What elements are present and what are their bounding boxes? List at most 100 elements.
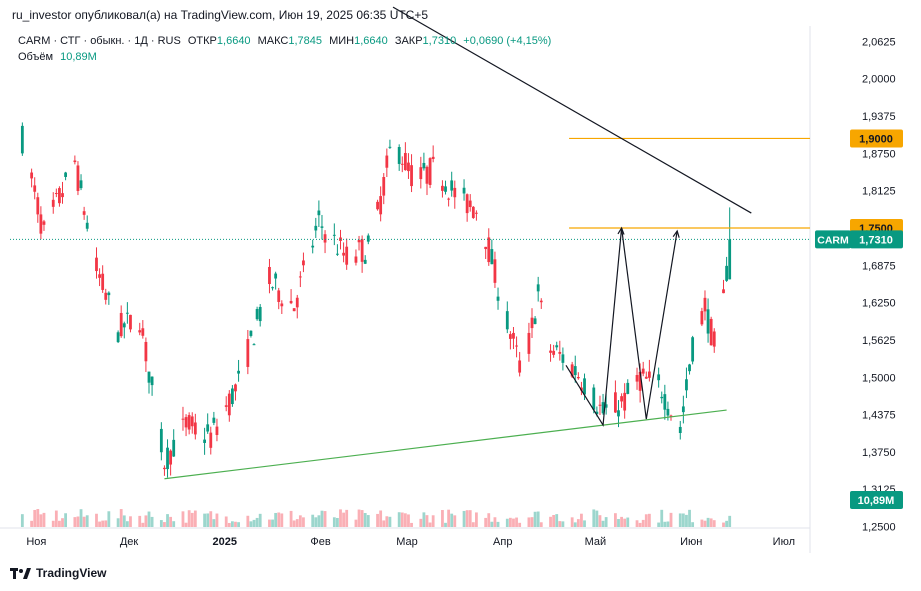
candle-body: [709, 318, 713, 346]
volume-bar: [345, 509, 349, 527]
candle-body: [604, 404, 608, 408]
footer-brand: TradingView: [10, 566, 106, 580]
legend-high-label: МАКС: [257, 35, 289, 47]
candle-body: [484, 246, 488, 250]
candle-body: [190, 416, 194, 427]
candle-body: [576, 376, 580, 379]
volume-bar: [246, 515, 250, 527]
volume-bar: [187, 510, 191, 527]
candle-body: [246, 339, 250, 367]
volume-bar: [268, 519, 271, 527]
candle-body: [561, 354, 565, 363]
volume-bar: [484, 517, 488, 527]
volume-bar: [298, 515, 302, 527]
candle-body: [681, 406, 685, 413]
x-tick-label: 2025: [213, 536, 237, 548]
volume-bar: [536, 511, 540, 527]
candle-body: [73, 160, 77, 163]
volume-bar: [64, 513, 67, 527]
candle-body: [475, 212, 478, 214]
volume-bar: [475, 512, 478, 527]
legend-symbol: CARM · СТГ · обыкн. · 1Д · RUS: [18, 35, 181, 47]
volume-bar: [237, 522, 240, 527]
arrow-head-icon: [617, 226, 625, 235]
candle-body: [101, 273, 105, 290]
candle-body: [530, 317, 534, 329]
volume-bar: [604, 517, 608, 527]
candle-body: [289, 300, 293, 304]
candle-body: [104, 292, 108, 300]
volume-bar: [595, 510, 599, 527]
candle-body: [314, 225, 318, 231]
candle-body: [181, 418, 185, 420]
volume-bar: [141, 522, 145, 527]
candle-body: [280, 303, 284, 307]
candle-body: [728, 239, 732, 280]
volume-bar: [453, 515, 457, 527]
volume-bar: [20, 514, 24, 527]
candle-body: [159, 428, 163, 453]
y-tick-label: 1,2500: [862, 522, 896, 534]
volume-bar: [447, 509, 451, 527]
volume-bar: [33, 509, 37, 527]
candle-body: [274, 273, 278, 279]
volume-bar: [95, 513, 98, 527]
volume-bar: [407, 514, 410, 527]
volume-bar: [209, 511, 213, 527]
volume-bar: [98, 521, 101, 527]
y-tick-label: 2,0000: [862, 74, 896, 86]
candle-body: [332, 234, 336, 236]
candle-body: [385, 155, 389, 168]
footer-brand-text: TradingView: [36, 566, 107, 580]
candle-body: [626, 382, 630, 394]
volume-bar: [685, 514, 688, 527]
volume-bar: [623, 518, 627, 527]
candle-body: [552, 350, 556, 355]
candle-body: [376, 201, 379, 210]
volume-bar: [107, 511, 111, 527]
volume-bar: [206, 513, 210, 527]
candle-body: [51, 199, 55, 207]
candle-body: [107, 292, 111, 296]
volume-bar: [552, 514, 556, 527]
candle-body: [209, 432, 213, 448]
volume-bar: [471, 522, 475, 527]
candle-body: [549, 350, 552, 353]
volume-bar: [428, 522, 432, 527]
volume-bar: [487, 513, 491, 527]
volume-bar: [320, 510, 324, 527]
volume-bar: [465, 510, 469, 527]
volume-bar: [122, 515, 126, 527]
volume-bar: [363, 513, 367, 527]
x-tick-label: Июн: [680, 536, 702, 548]
volume-bar: [342, 512, 345, 527]
volume-bar: [617, 519, 620, 527]
candle-body: [691, 337, 695, 362]
candle-body: [320, 226, 324, 228]
volume-bar: [181, 511, 185, 527]
candle-body: [397, 147, 401, 164]
candle-body: [382, 177, 386, 196]
volume-bar: [258, 513, 262, 527]
volume-bar: [410, 522, 413, 527]
candle-body: [465, 194, 469, 214]
volume-bar: [388, 516, 392, 527]
candle-body: [635, 375, 639, 382]
legend-close-label: ЗАКР: [394, 35, 423, 47]
candle-body: [122, 323, 126, 328]
candle-body: [39, 214, 43, 234]
volume-bar: [530, 517, 534, 527]
candle-body: [292, 308, 296, 312]
volume-bar: [354, 519, 358, 527]
volume-bar: [570, 517, 574, 527]
volume-bar: [58, 520, 61, 527]
candle-body: [258, 306, 262, 322]
volume-bar: [215, 513, 219, 527]
volume-bar: [515, 517, 518, 527]
volume-bar: [508, 517, 512, 527]
candle-body: [237, 370, 240, 374]
volume-bar: [249, 521, 253, 527]
candle-body: [141, 328, 145, 336]
legend-open-label: ОТКР: [187, 35, 217, 47]
